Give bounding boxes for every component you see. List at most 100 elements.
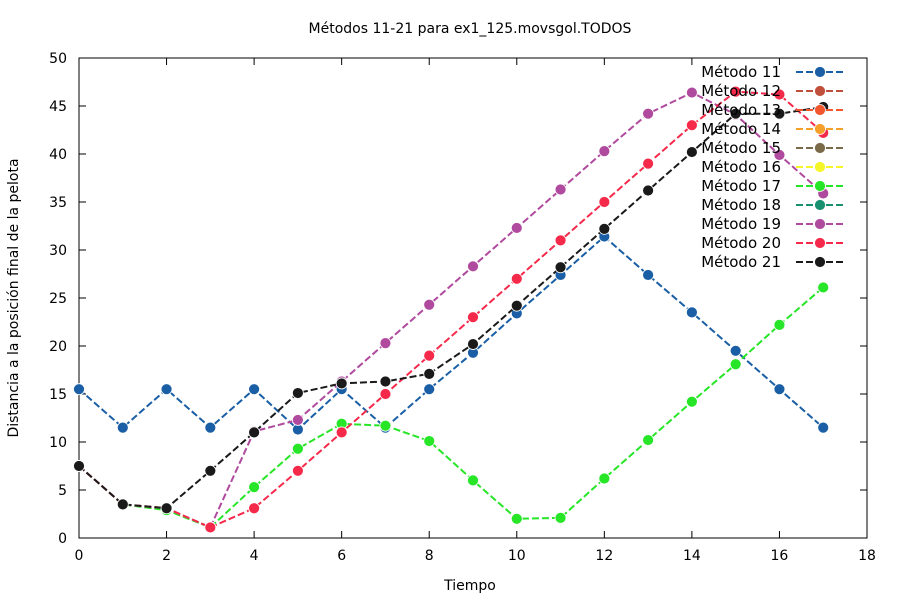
data-point <box>248 481 261 494</box>
data-point <box>160 383 173 396</box>
data-point <box>729 85 742 98</box>
x-tick-label: 18 <box>858 548 876 564</box>
legend-label: Método 18 <box>701 196 781 214</box>
y-tick-label: 5 <box>58 483 67 499</box>
data-point <box>335 377 348 390</box>
legend-label: Método 16 <box>701 158 781 176</box>
data-point <box>73 383 85 396</box>
legend-item: Método 19 <box>701 215 846 233</box>
data-point <box>685 146 698 158</box>
y-tick-label: 20 <box>49 339 67 355</box>
data-point <box>685 306 698 319</box>
x-tick-label: 14 <box>683 548 701 564</box>
data-point <box>204 521 217 534</box>
data-point <box>773 107 786 120</box>
y-tick-label: 25 <box>49 291 67 307</box>
legend-item: Método 15 <box>701 139 846 157</box>
x-tick-label: 12 <box>595 548 613 564</box>
x-tick-label: 10 <box>508 548 526 564</box>
series <box>73 101 830 515</box>
data-point <box>598 222 611 235</box>
series-layer <box>73 85 830 534</box>
data-point <box>554 511 567 524</box>
y-axis-title: Distancia a la posición final de la pelo… <box>6 158 22 437</box>
legend-marker <box>814 180 826 192</box>
data-point <box>554 183 567 196</box>
x-tick-label: 4 <box>250 548 259 564</box>
data-point <box>642 184 655 197</box>
data-point <box>510 299 523 312</box>
y-tick-label: 50 <box>49 51 67 67</box>
legend-marker <box>814 256 826 268</box>
data-point <box>467 474 479 487</box>
data-point <box>423 367 436 380</box>
data-point <box>773 88 786 101</box>
data-point <box>729 358 742 371</box>
data-point <box>116 421 129 434</box>
x-tick-label: 2 <box>162 548 171 564</box>
data-point <box>773 149 786 161</box>
legend-marker <box>814 66 826 78</box>
data-point <box>291 387 304 399</box>
data-point <box>204 464 217 477</box>
y-tick-label: 15 <box>49 387 67 403</box>
data-point <box>642 107 655 120</box>
data-point <box>379 375 392 388</box>
legend-label: Método 14 <box>701 120 781 138</box>
legend-item: Método 18 <box>701 196 846 214</box>
legend-label: Método 17 <box>701 177 781 195</box>
legend-item: Método 12 <box>701 82 846 100</box>
data-point <box>423 383 436 396</box>
series <box>73 85 830 534</box>
legend-label: Método 19 <box>701 215 781 233</box>
y-tick-label: 30 <box>49 243 67 259</box>
data-point <box>554 261 567 274</box>
data-point <box>510 272 523 285</box>
data-point <box>685 119 698 132</box>
data-point <box>554 234 567 247</box>
data-point <box>423 349 436 362</box>
data-point <box>510 512 523 525</box>
data-point <box>291 414 304 426</box>
y-tick-label: 45 <box>49 99 67 115</box>
data-point <box>510 222 523 234</box>
data-point <box>423 435 436 447</box>
legend-item: Método 20 <box>701 234 846 252</box>
legend-marker <box>814 199 826 211</box>
legend-item: Método 16 <box>701 158 846 176</box>
data-point <box>598 196 611 208</box>
data-point <box>291 442 304 455</box>
data-point <box>598 472 611 485</box>
data-point <box>773 318 786 331</box>
x-tick-label: 8 <box>425 548 434 564</box>
data-point <box>335 426 348 439</box>
data-point <box>379 388 392 400</box>
data-point <box>685 395 698 408</box>
data-point <box>817 421 830 434</box>
legend-marker <box>814 161 826 173</box>
data-point <box>642 434 655 446</box>
data-point <box>467 338 479 350</box>
series-line <box>78 286 824 529</box>
data-point <box>817 281 830 294</box>
y-tick-label: 40 <box>49 147 67 163</box>
legend-marker <box>814 123 826 135</box>
data-point <box>116 498 129 511</box>
legend-item: Método 17 <box>701 177 846 195</box>
data-point <box>685 86 698 99</box>
legend-marker <box>814 142 826 154</box>
series <box>73 230 830 436</box>
legend-marker <box>814 85 826 97</box>
axes: 0 2 4 6 8 10 12 14 16 18 0 5 10 15 20 25 30 35 40 45 50 <box>49 51 876 564</box>
series-line <box>78 235 824 431</box>
legend-item: Método 14 <box>701 120 846 138</box>
legend-label: Método 20 <box>701 234 781 252</box>
y-tick-label: 0 <box>58 531 67 547</box>
data-point <box>642 269 655 281</box>
data-point <box>467 260 479 273</box>
data-point <box>291 464 304 477</box>
x-tick-label: 6 <box>337 548 346 564</box>
legend-item: Método 13 <box>701 101 846 119</box>
data-point <box>248 426 261 439</box>
data-point <box>160 502 173 515</box>
